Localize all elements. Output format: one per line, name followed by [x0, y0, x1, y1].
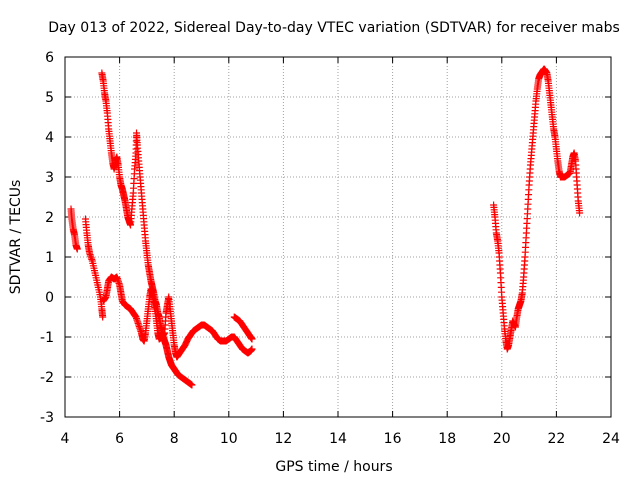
series-seg5	[230, 313, 256, 343]
y-axis-label: SDTVAR / TECUs	[8, 180, 24, 295]
data-point	[188, 381, 196, 389]
y-tick-label: -2	[40, 370, 54, 386]
chart-title: Day 013 of 2022, Sidereal Day-to-day VTE…	[48, 20, 620, 36]
series-seg4	[99, 273, 256, 361]
y-tick-label: 2	[45, 210, 54, 226]
x-tick-label: 10	[220, 431, 238, 447]
data-point	[99, 313, 107, 321]
x-tick-label: 20	[493, 431, 511, 447]
y-axis-ticks: -3 -2 -1 0 1 2 3 4 5 6	[40, 50, 611, 426]
x-tick-label: 16	[384, 431, 402, 447]
series-seg1	[67, 205, 81, 253]
x-tick-label: 24	[602, 431, 620, 447]
y-tick-label: 6	[45, 50, 54, 66]
y-tick-label: 3	[45, 170, 54, 186]
series-seg2	[81, 215, 107, 321]
x-tick-label: 22	[547, 431, 565, 447]
data-point	[576, 209, 584, 217]
data-point	[248, 335, 256, 343]
x-tick-label: 12	[274, 431, 292, 447]
y-tick-label: 0	[45, 290, 54, 306]
y-tick-label: -1	[40, 330, 54, 346]
x-axis-ticks: 4 6 8 10 12 14 16 18 20 22 24	[61, 57, 620, 447]
data-point	[73, 245, 81, 253]
x-axis-label: GPS time / hours	[275, 459, 392, 475]
data-points	[67, 65, 584, 389]
grid-layer	[65, 57, 611, 417]
y-tick-label: 4	[45, 130, 54, 146]
y-tick-label: -3	[40, 410, 54, 426]
x-tick-label: 6	[115, 431, 124, 447]
x-tick-label: 8	[170, 431, 179, 447]
x-tick-label: 4	[61, 431, 70, 447]
y-tick-label: 5	[45, 90, 54, 106]
y-tick-label: 1	[45, 250, 54, 266]
series-seg6	[490, 65, 584, 353]
data-point	[248, 345, 256, 353]
x-tick-label: 14	[329, 431, 347, 447]
x-tick-label: 18	[438, 431, 456, 447]
